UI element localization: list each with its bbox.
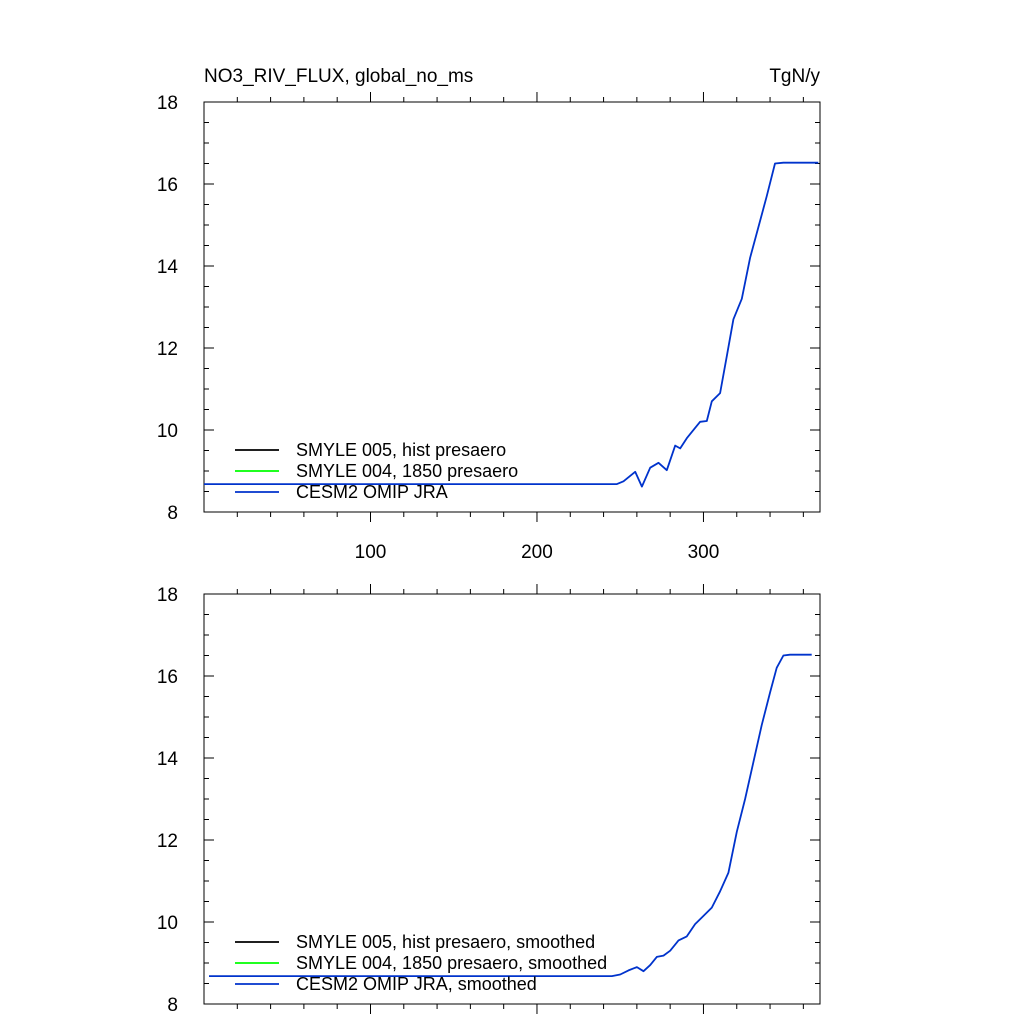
x-tick-label: 300 <box>688 542 720 563</box>
y-tick-label: 18 <box>157 585 178 606</box>
legend-label: SMYLE 004, 1850 presaero <box>296 461 518 481</box>
chart-title: NO3_RIV_FLUX, global_no_ms <box>204 66 473 87</box>
y-tick-labels: 8 10 12 14 16 18 <box>157 585 179 1016</box>
y-tick-label: 12 <box>157 831 178 852</box>
legend: SMYLE 005, hist presaero, smoothedSMYLE … <box>235 932 607 994</box>
series-line-2 <box>209 653 812 977</box>
y-tick-label: 10 <box>157 421 178 442</box>
legend-label: CESM2 OMIP JRA <box>296 482 448 502</box>
x-tick-label: 200 <box>521 542 553 563</box>
legend-label: SMYLE 005, hist presaero, smoothed <box>296 932 595 952</box>
legend-label: CESM2 OMIP JRA, smoothed <box>296 974 537 994</box>
y-tick-label: 16 <box>157 667 178 688</box>
x-tick-labels: 100 200 300 <box>355 542 720 563</box>
y-tick-labels: 8 10 12 14 16 18 <box>157 93 179 524</box>
units-label: TgN/y <box>769 66 820 87</box>
legend-label: SMYLE 005, hist presaero <box>296 440 506 460</box>
tick-marks <box>204 584 820 1014</box>
y-tick-label: 18 <box>157 93 178 114</box>
y-tick-label: 8 <box>167 995 178 1016</box>
top-panel: NO3_RIV_FLUX, global_no_ms TgN/y 8 10 12 14… <box>157 66 821 563</box>
series-lines <box>209 653 812 977</box>
y-tick-label: 14 <box>157 257 179 278</box>
y-tick-label: 16 <box>157 175 178 196</box>
y-tick-label: 14 <box>157 749 179 770</box>
y-tick-label: 10 <box>157 913 178 934</box>
x-tick-label: 100 <box>355 542 387 563</box>
legend-label: SMYLE 004, 1850 presaero, smoothed <box>296 953 607 973</box>
y-tick-label: 8 <box>167 503 178 524</box>
series-line-2 <box>204 161 819 488</box>
y-tick-label: 12 <box>157 339 178 360</box>
bottom-panel: 8 10 12 14 16 18 SMYLE 005, hist presaero, sm… <box>157 584 821 1016</box>
series-lines <box>204 161 819 488</box>
